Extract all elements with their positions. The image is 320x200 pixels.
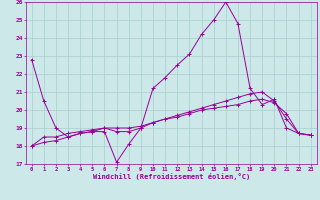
X-axis label: Windchill (Refroidissement éolien,°C): Windchill (Refroidissement éolien,°C) — [92, 173, 250, 180]
